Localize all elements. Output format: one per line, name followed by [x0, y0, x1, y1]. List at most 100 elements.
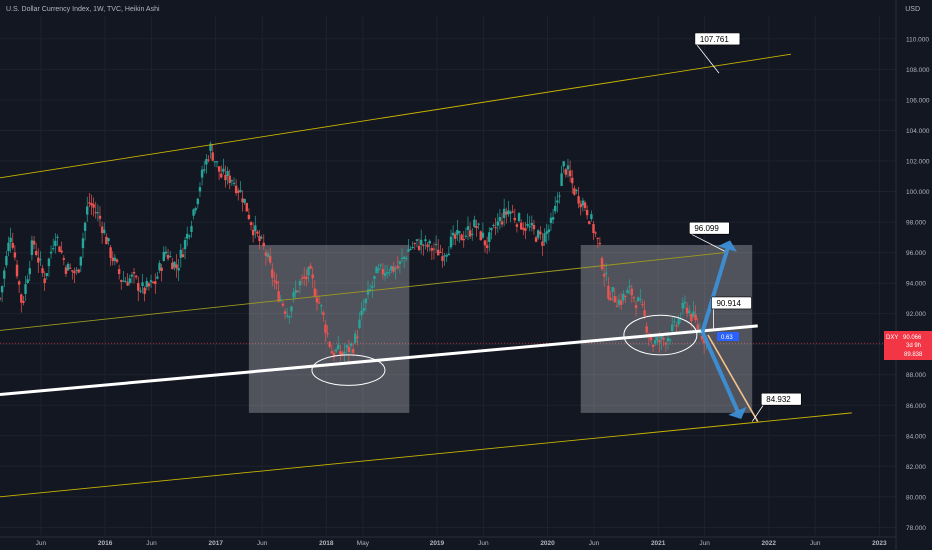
candle-body — [22, 300, 25, 303]
candle-body — [175, 264, 178, 269]
small-label-text: 0.63 — [721, 335, 733, 341]
y-tick-label: 100.000 — [906, 189, 930, 196]
candle-body — [579, 203, 582, 208]
candle-body — [168, 256, 172, 258]
y-axis: 78.000 80.000 82.000 84.000 86.000 88.000 90.0… — [895, 0, 930, 550]
x-tick-label: 2021 — [651, 540, 666, 547]
candle-body — [379, 264, 382, 266]
candle-body — [77, 269, 80, 273]
candle-body — [458, 231, 461, 233]
x-tick-label: 2018 — [319, 540, 334, 547]
candle-body — [558, 195, 561, 197]
grid — [0, 16, 896, 535]
candle-body — [577, 196, 580, 204]
candle-body — [60, 250, 63, 253]
candle-body — [147, 283, 151, 287]
candle-body — [390, 265, 393, 271]
candle-body — [334, 349, 338, 352]
candle-body — [498, 217, 502, 222]
x-tick-label: Jun — [699, 540, 710, 547]
callout-leader — [691, 233, 725, 252]
candle-body — [639, 298, 642, 300]
candle-body — [479, 231, 482, 241]
candle-body — [132, 272, 136, 274]
candle-body — [30, 240, 34, 256]
candle-body — [247, 214, 251, 220]
candle-body — [545, 231, 548, 234]
candle-body — [690, 314, 693, 322]
candle-body — [507, 210, 510, 215]
candle-body — [220, 173, 223, 178]
candle-body — [702, 339, 706, 344]
candle-body — [283, 311, 287, 314]
candle-body — [343, 351, 346, 354]
candle-body — [339, 351, 342, 355]
candle-body — [324, 324, 327, 333]
candle-body — [515, 224, 519, 227]
candle-body — [41, 268, 44, 274]
candle-body — [666, 337, 670, 342]
candle-body — [264, 252, 268, 256]
candle-body — [460, 234, 463, 241]
candle-body — [530, 222, 534, 226]
candle-body — [592, 224, 595, 234]
candle-body — [34, 250, 38, 256]
candle-body — [83, 222, 87, 231]
y-tick-label: 82.000 — [906, 464, 926, 471]
candle-body — [413, 243, 417, 245]
candle-body — [232, 182, 236, 184]
candle-body — [230, 180, 234, 182]
candle-body — [160, 267, 163, 271]
candle-body — [692, 311, 695, 317]
candle-body — [62, 258, 66, 260]
candle-body — [158, 263, 161, 271]
candle-body — [485, 245, 489, 248]
candle-body — [134, 275, 138, 278]
candle-body — [634, 305, 638, 309]
candle-body — [439, 251, 442, 253]
candle-body — [94, 212, 97, 214]
candle-body — [192, 209, 195, 216]
candle-body — [322, 312, 325, 315]
candle-body — [296, 290, 300, 292]
price-badge-value: 90.066 — [903, 335, 922, 341]
candle-body — [51, 248, 55, 250]
candle-body — [513, 217, 516, 221]
candle-body — [517, 213, 521, 222]
candle-body — [307, 267, 310, 276]
candle-body — [271, 269, 274, 278]
callout-label: 107.761 — [700, 35, 729, 44]
candle-body — [58, 246, 61, 252]
candle-body — [492, 224, 495, 226]
candle-body — [662, 338, 665, 340]
candle-body — [536, 230, 540, 238]
candle-body — [471, 233, 474, 235]
candle-body — [185, 233, 189, 239]
candle-body — [45, 273, 48, 276]
y-tick-label: 98.000 — [906, 220, 926, 227]
candle-body — [547, 229, 551, 233]
candle-body — [273, 280, 276, 282]
candle-body — [309, 265, 312, 269]
candle-body — [277, 291, 280, 302]
candle-body — [428, 240, 431, 244]
candle-body — [141, 282, 144, 286]
candle-body — [671, 324, 674, 332]
candle-body — [241, 198, 244, 203]
candle-body — [330, 351, 334, 354]
callout-box — [760, 392, 802, 406]
candle-body — [402, 256, 406, 259]
candle-body — [256, 231, 259, 234]
candle-body — [541, 241, 544, 246]
candle-body — [200, 169, 204, 178]
candle-body — [700, 336, 704, 340]
y-tick-label: 96.000 — [906, 250, 926, 257]
candle-body — [90, 203, 93, 206]
y-tick-label: 94.000 — [906, 281, 926, 288]
candle-body — [364, 298, 368, 304]
candle-body — [205, 159, 208, 165]
candle-body — [13, 252, 17, 258]
candle-body — [505, 211, 508, 215]
x-tick-label: 2019 — [430, 540, 445, 547]
